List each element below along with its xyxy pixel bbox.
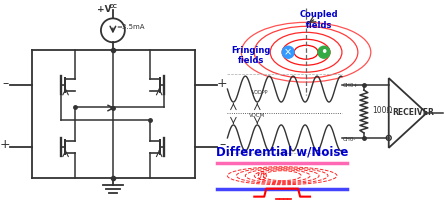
Text: VOCM: VOCM xyxy=(249,113,265,118)
Text: +: + xyxy=(217,77,228,90)
Text: CC: CC xyxy=(109,4,118,9)
Text: Differential w/Noise: Differential w/Noise xyxy=(216,145,348,158)
Text: –: – xyxy=(2,77,8,90)
Text: Fringing
fields: Fringing fields xyxy=(231,46,271,65)
Text: +V: +V xyxy=(97,5,112,14)
Text: Coupled
fields: Coupled fields xyxy=(300,11,338,30)
Text: =3.5mA: =3.5mA xyxy=(116,24,144,30)
Circle shape xyxy=(318,46,330,58)
Text: VODPP: VODPP xyxy=(252,90,269,95)
Text: CH0-: CH0- xyxy=(343,137,356,142)
Text: +: + xyxy=(0,138,11,151)
Text: n: n xyxy=(260,171,265,180)
Text: –: – xyxy=(219,138,226,151)
Text: 100Ω: 100Ω xyxy=(372,106,392,115)
Text: ×: × xyxy=(284,47,292,57)
Text: •: • xyxy=(320,46,328,59)
Circle shape xyxy=(282,46,294,58)
Text: RECEIVER: RECEIVER xyxy=(393,108,435,117)
Text: CH0+: CH0+ xyxy=(343,83,359,88)
